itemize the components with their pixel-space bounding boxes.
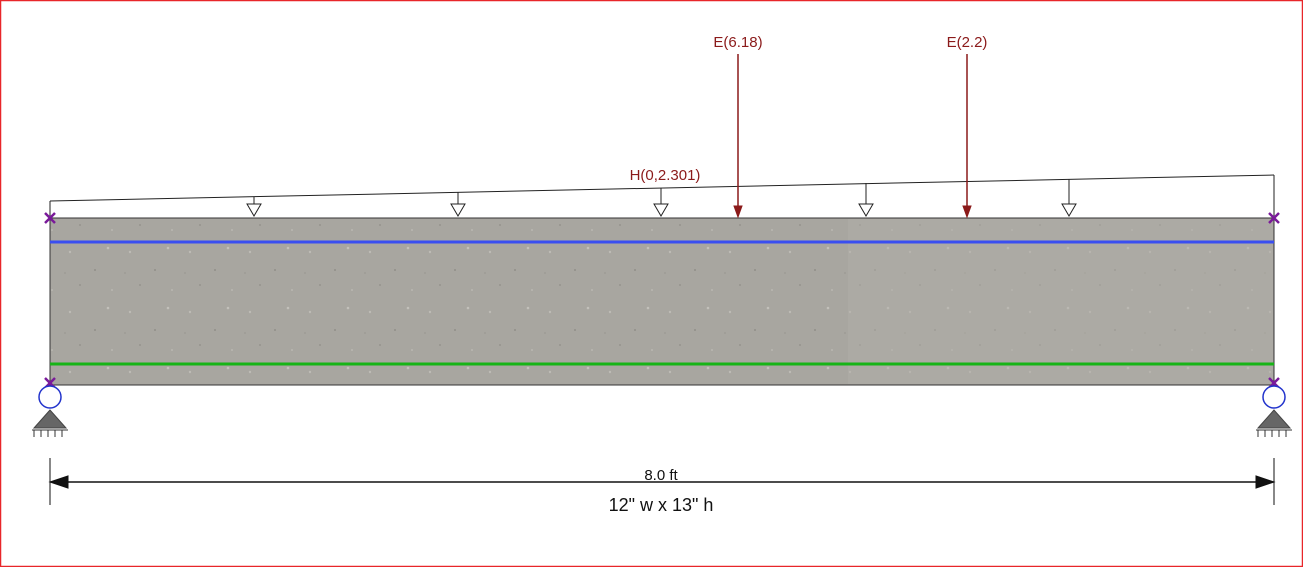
span-label: 8.0 ft xyxy=(644,467,678,484)
beam-diagram: H(0,2.301) E(6.18) E(2.2) 8.0 ft 12" w x… xyxy=(0,0,1303,567)
beam-texture xyxy=(848,219,1273,384)
point-load-label: E(6.18) xyxy=(713,34,762,51)
section-label: 12" w x 13" h xyxy=(609,495,714,515)
point-load-label: E(2.2) xyxy=(947,34,988,51)
distributed-load-label: H(0,2.301) xyxy=(630,167,701,184)
